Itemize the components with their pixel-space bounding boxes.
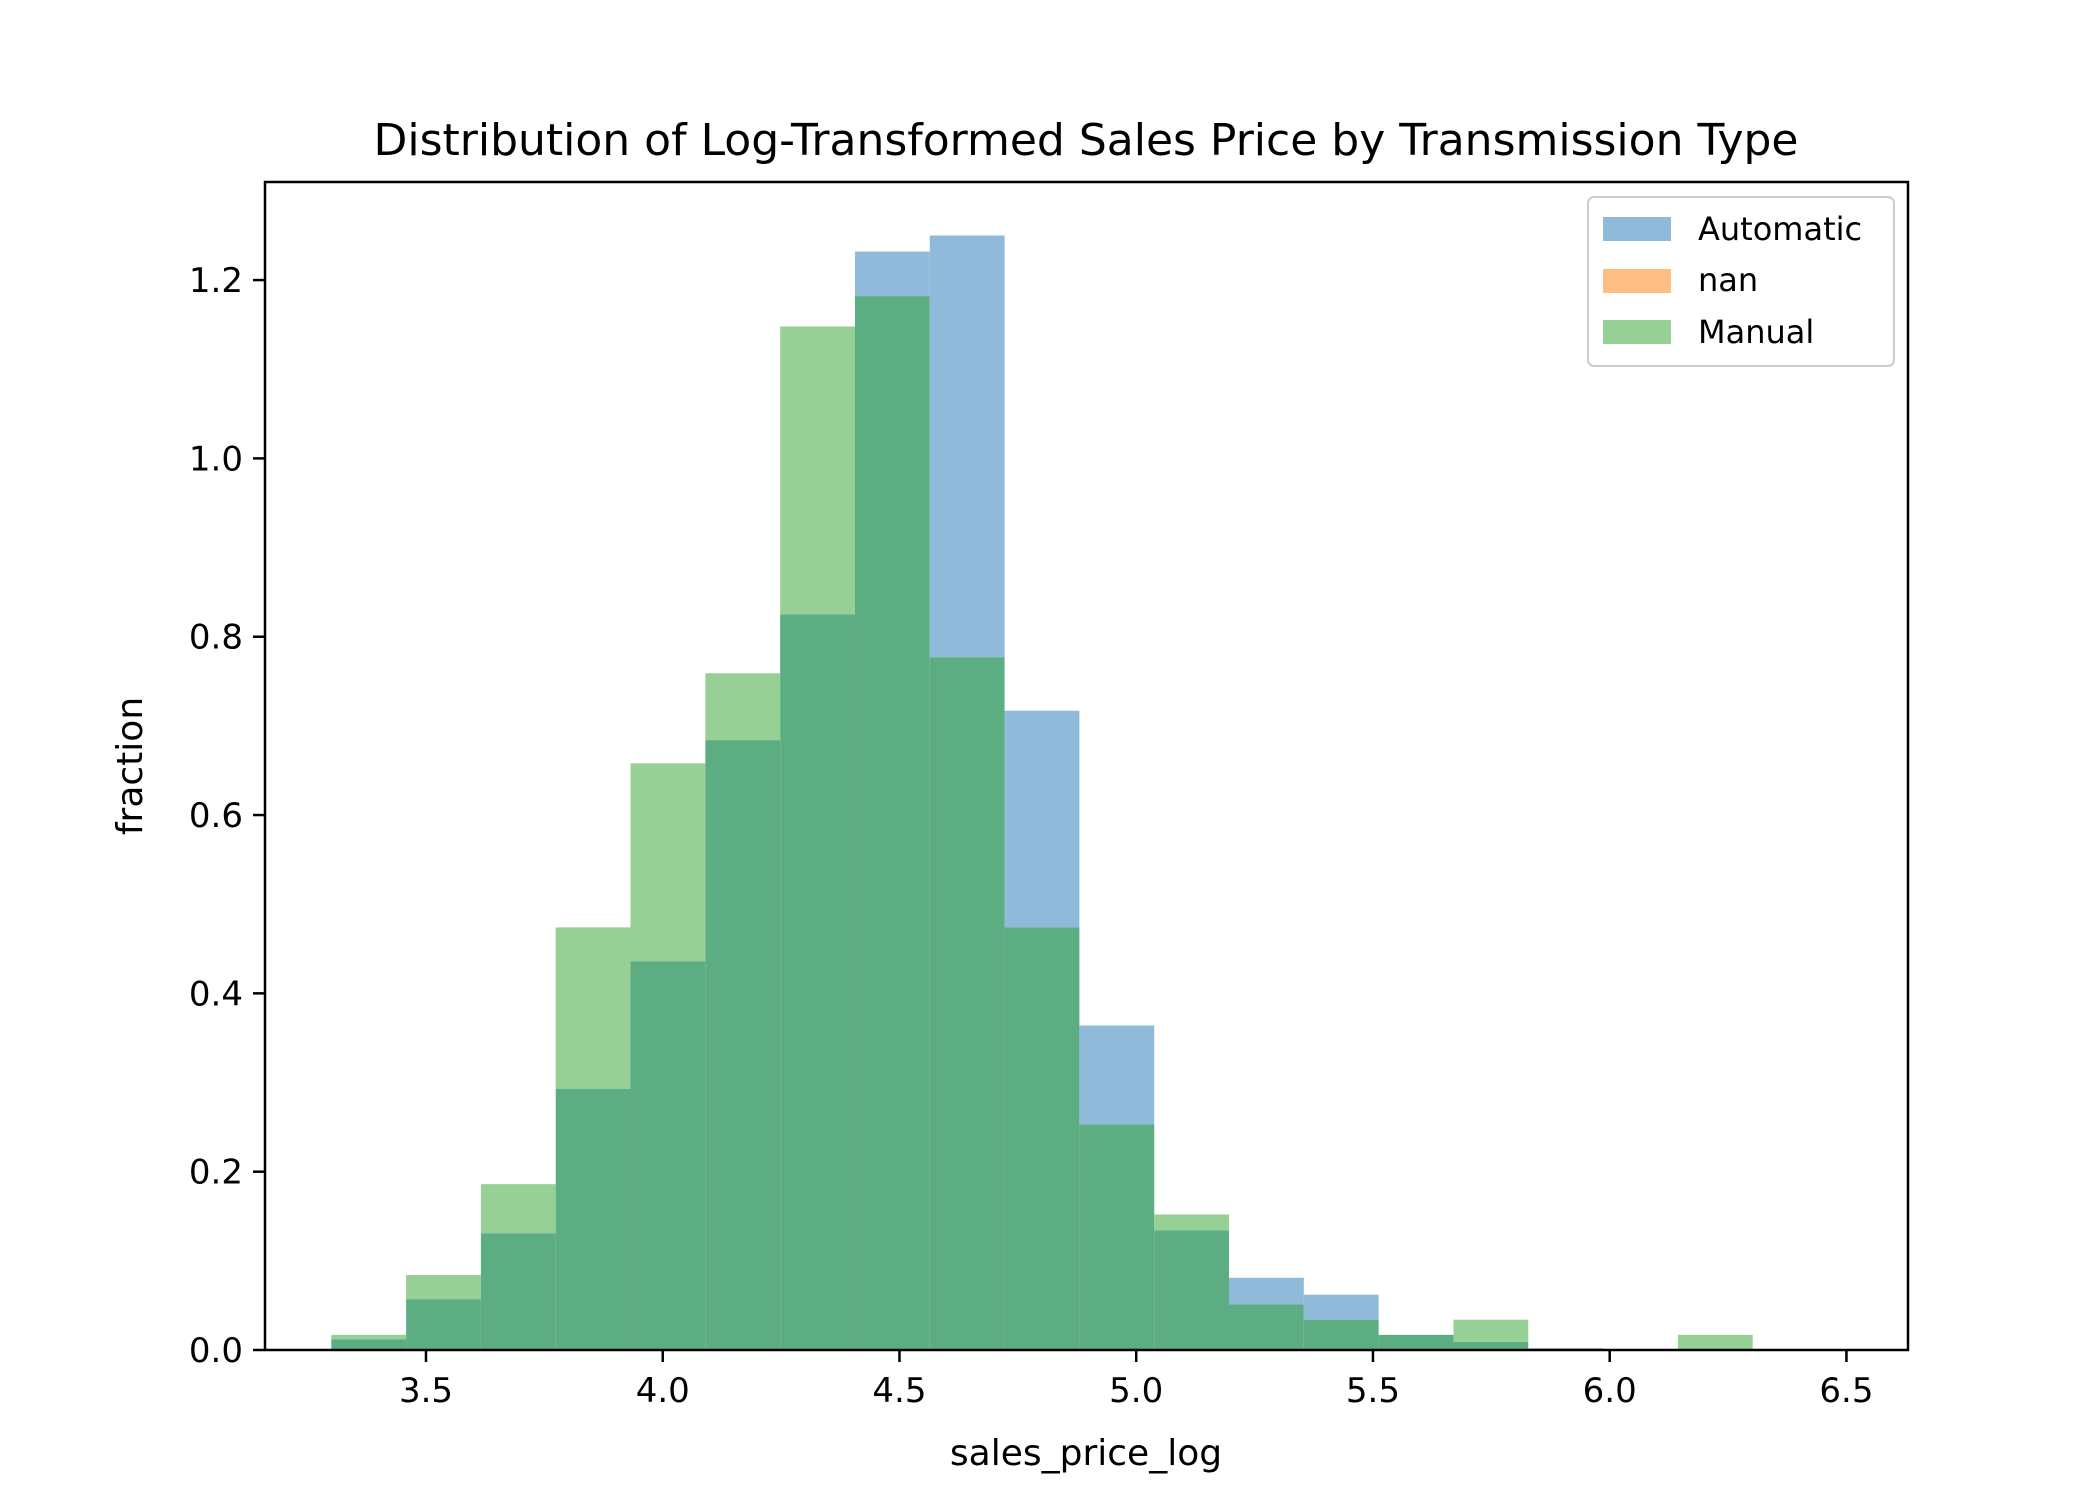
bar-overlap-1 — [406, 1299, 481, 1350]
bar-overlap-11 — [1154, 1230, 1230, 1350]
bar-manual-3 — [555, 927, 631, 1089]
bar-automatic-9 — [1004, 710, 1080, 928]
histogram-bars — [331, 235, 1753, 1350]
bar-manual-15 — [1453, 1319, 1529, 1342]
y-tick-label-0-2: 0.2 — [189, 1153, 243, 1193]
bar-overlap-5 — [705, 740, 781, 1350]
y-tick-label-0-8: 0.8 — [189, 618, 243, 658]
bar-overlap-7 — [854, 296, 930, 1350]
y-tick-label-1-2: 1.2 — [189, 261, 243, 301]
bar-overlap-3 — [555, 1088, 631, 1350]
x-tick-label-5-0: 5.0 — [1109, 1371, 1163, 1411]
x-axis-label: sales_price_log — [950, 1433, 1222, 1474]
x-tick-label-6-0: 6.0 — [1583, 1371, 1637, 1411]
y-tick-label-0-6: 0.6 — [189, 796, 243, 836]
bar-manual-4 — [630, 763, 706, 962]
x-tick-label-4-0: 4.0 — [636, 1371, 690, 1411]
bar-overlap-6 — [780, 614, 855, 1350]
bar-manual-0 — [331, 1334, 407, 1340]
bar-automatic-7 — [854, 251, 930, 297]
legend-swatch-automatic — [1603, 217, 1671, 241]
bar-overlap-14 — [1378, 1334, 1454, 1350]
x-tick-label-5-5: 5.5 — [1346, 1371, 1400, 1411]
legend-swatch-nan — [1603, 269, 1671, 293]
legend-swatch-manual — [1603, 320, 1671, 344]
bar-overlap-8 — [929, 657, 1005, 1350]
x-tick-label-3-5: 3.5 — [399, 1371, 453, 1411]
y-axis-ticks: 0.0 0.2 0.4 0.6 0.8 1.0 1.2 — [189, 261, 265, 1371]
bar-overlap-2 — [480, 1233, 556, 1350]
bar-manual-1 — [406, 1275, 481, 1300]
bar-overlap-0 — [331, 1339, 407, 1350]
bar-overlap-4 — [630, 961, 706, 1350]
bar-overlap-10 — [1079, 1124, 1155, 1350]
bar-manual-2 — [480, 1184, 556, 1234]
bar-overlap-12 — [1229, 1304, 1304, 1350]
legend-label-nan: nan — [1698, 261, 1758, 299]
chart-title: Distribution of Log-Transformed Sales Pr… — [373, 115, 1798, 166]
x-axis-ticks: 3.5 4.0 4.5 5.0 5.5 6.0 6.5 — [399, 1350, 1873, 1411]
bar-automatic-13 — [1303, 1294, 1379, 1320]
plot-frame — [263, 180, 1910, 1352]
bar-manual-18 — [1677, 1334, 1753, 1350]
legend: Automatic nan Manual — [1587, 196, 1895, 367]
bar-overlap-13 — [1303, 1319, 1379, 1350]
bar-manual-11 — [1154, 1214, 1230, 1231]
bar-automatic-12 — [1229, 1277, 1304, 1305]
y-axis-label: fraction — [110, 697, 151, 835]
legend-label-automatic: Automatic — [1698, 210, 1862, 248]
x-tick-label-6-5: 6.5 — [1819, 1371, 1873, 1411]
legend-label-manual: Manual — [1698, 313, 1814, 351]
bar-manual-6 — [780, 326, 855, 615]
bar-overlap-15 — [1453, 1341, 1529, 1350]
bar-automatic-8 — [929, 235, 1005, 658]
bar-overlap-9 — [1004, 927, 1080, 1350]
bar-automatic-10 — [1079, 1025, 1155, 1125]
y-tick-label-0-0: 0.0 — [189, 1331, 243, 1371]
y-tick-label-1-0: 1.0 — [189, 439, 243, 479]
y-tick-label-0-4: 0.4 — [189, 974, 243, 1014]
x-tick-label-4-5: 4.5 — [872, 1371, 926, 1411]
bar-manual-5 — [705, 673, 781, 741]
